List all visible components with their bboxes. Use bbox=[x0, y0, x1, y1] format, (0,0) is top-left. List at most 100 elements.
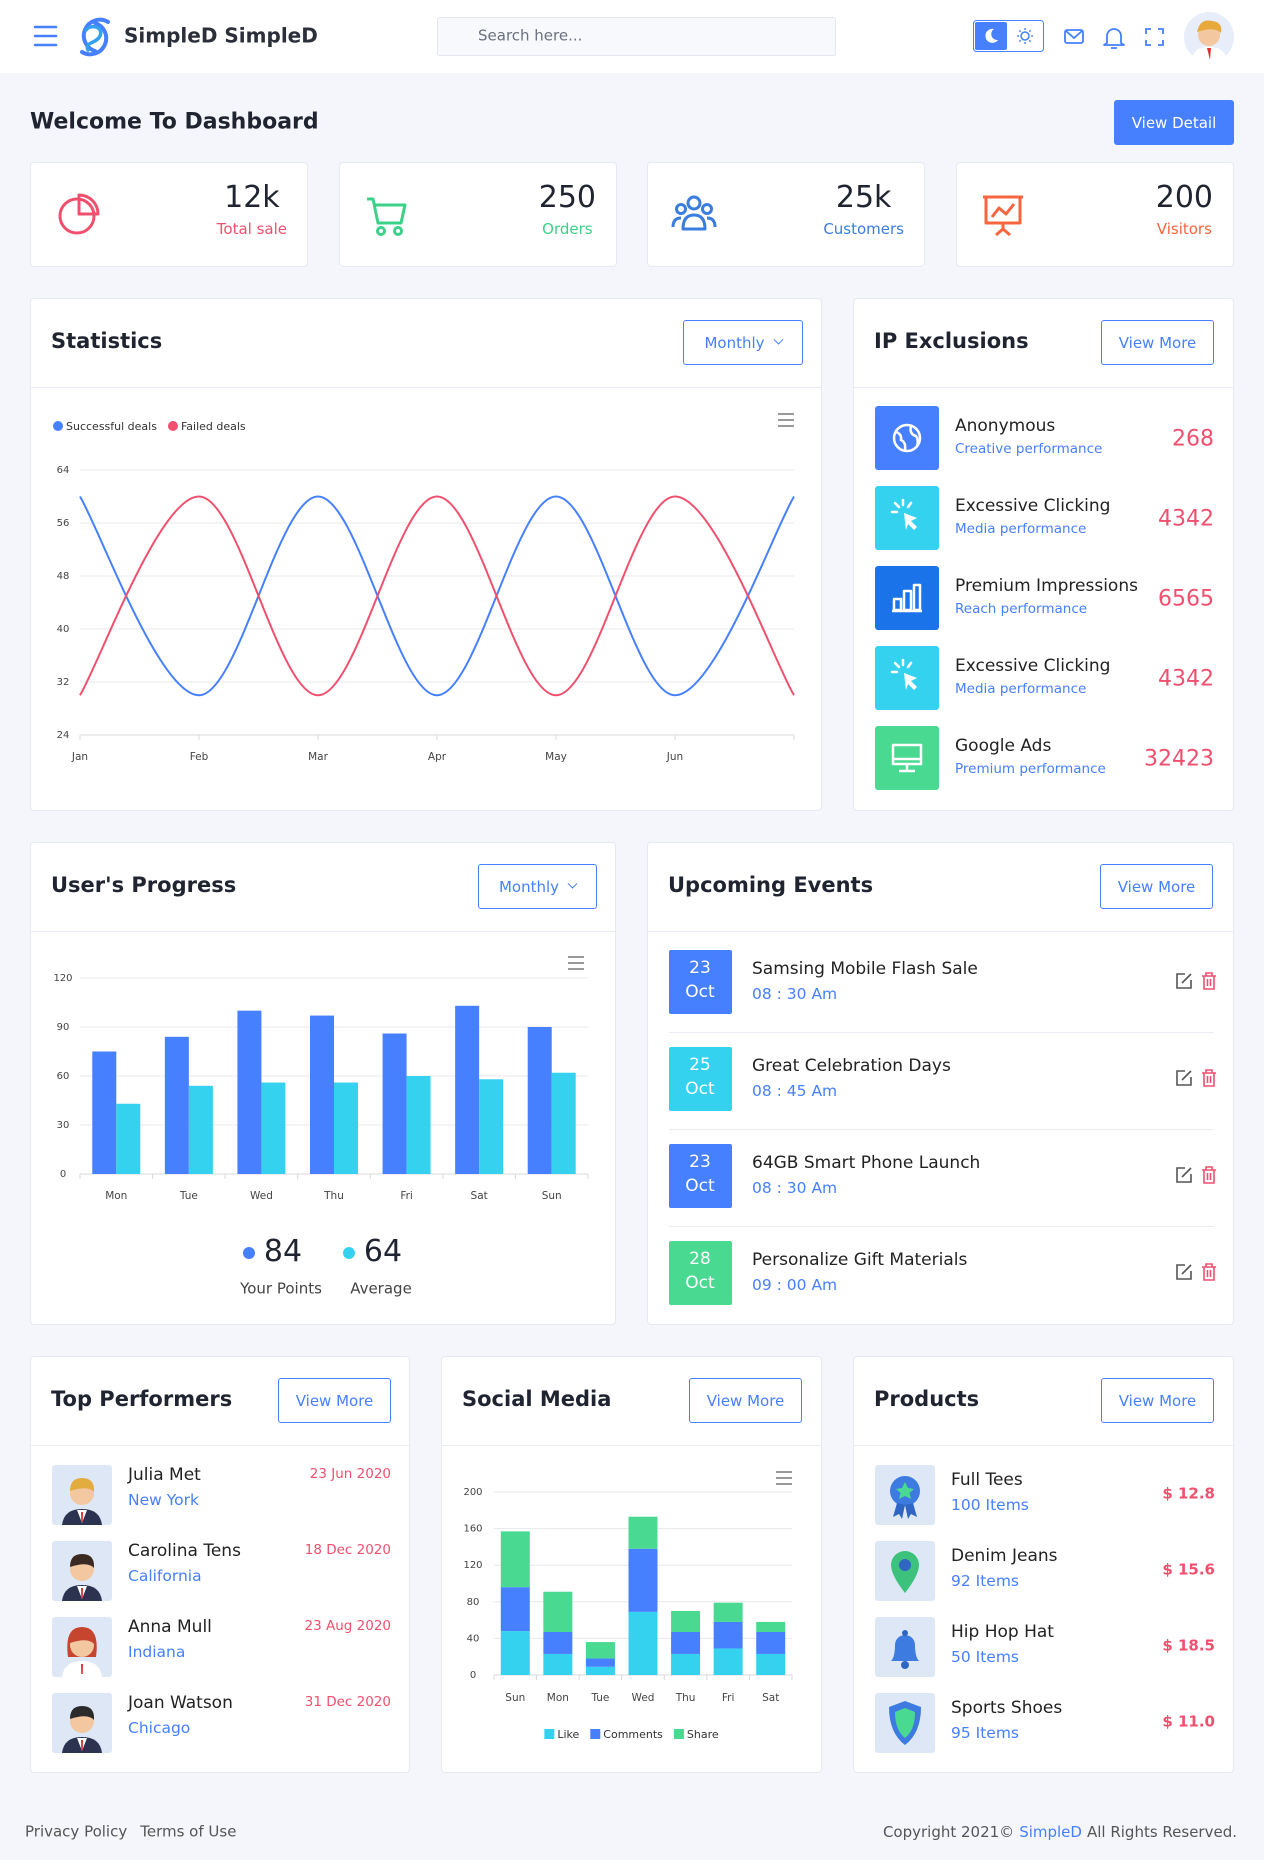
bar-segment bbox=[713, 1602, 743, 1622]
x-tick-label: Wed bbox=[250, 1190, 273, 1202]
edit-icon[interactable] bbox=[1175, 1166, 1193, 1184]
fullscreen-icon bbox=[1145, 28, 1164, 46]
edit-icon[interactable] bbox=[1175, 972, 1193, 990]
button-label: Monthly bbox=[704, 333, 765, 352]
x-tick-label: Mon bbox=[547, 1692, 569, 1704]
bar-segment bbox=[500, 1631, 530, 1675]
product-price: $ 18.5 bbox=[1162, 1636, 1215, 1655]
cart-icon bbox=[393, 226, 403, 236]
y-tick-label: 40 bbox=[467, 1633, 480, 1644]
bar-segment bbox=[756, 1631, 786, 1654]
click-icon bbox=[890, 498, 913, 514]
divider bbox=[31, 1445, 409, 1446]
button[interactable]: Monthly bbox=[478, 864, 597, 909]
badge-icon bbox=[893, 1503, 917, 1519]
bar bbox=[310, 1015, 334, 1174]
summary-dot bbox=[243, 1247, 255, 1259]
stat-card: 12k Total sale bbox=[30, 162, 308, 267]
date-box bbox=[669, 1241, 732, 1305]
divider bbox=[31, 931, 615, 932]
delete-icon[interactable] bbox=[1201, 1166, 1217, 1184]
event-time: 08 : 45 Am bbox=[752, 1082, 838, 1101]
button[interactable]: View More bbox=[278, 1378, 391, 1423]
legend-marker bbox=[53, 421, 63, 431]
button-label: View More bbox=[1118, 1391, 1197, 1410]
summary-value: 64 bbox=[363, 1233, 403, 1269]
ip-title: Anonymous bbox=[955, 416, 1056, 437]
performer-date: 23 Aug 2020 bbox=[304, 1618, 391, 1635]
people-icon bbox=[671, 213, 717, 231]
copyright-part: All Rights Reserved. bbox=[1086, 1823, 1237, 1841]
bars-icon bbox=[892, 583, 922, 613]
date-box bbox=[669, 950, 732, 1014]
bar bbox=[116, 1103, 141, 1174]
product-price: $ 12.8 bbox=[1162, 1484, 1215, 1503]
bar-segment bbox=[585, 1642, 615, 1659]
product-name: Sports Shoes bbox=[951, 1698, 1063, 1719]
footer: Privacy Policy Terms of Use Copyright 2021… bbox=[0, 1803, 1264, 1860]
panel-title: IP Exclusions bbox=[874, 328, 1029, 353]
button[interactable]: View Detail bbox=[1114, 100, 1234, 145]
bar bbox=[527, 1027, 552, 1174]
panel-title: Social Media bbox=[462, 1386, 612, 1411]
product-name: Denim Jeans bbox=[951, 1546, 1058, 1567]
y-tick-label: 80 bbox=[467, 1597, 480, 1608]
performer-date: 23 Jun 2020 bbox=[309, 1466, 391, 1483]
ip-icon bbox=[875, 566, 939, 630]
stat-card: 25k Customers bbox=[647, 162, 925, 267]
globe-icon bbox=[892, 423, 922, 453]
ip-icon bbox=[875, 486, 939, 550]
bar-segment bbox=[543, 1631, 573, 1654]
button[interactable]: View More bbox=[689, 1378, 802, 1423]
y-tick-label: 120 bbox=[53, 973, 72, 984]
product-items: 100 Items bbox=[951, 1496, 1029, 1515]
ip-value: 4342 bbox=[1158, 666, 1214, 692]
edit-icon[interactable] bbox=[1175, 1263, 1193, 1281]
x-tick-label: Sun bbox=[505, 1692, 525, 1704]
event-day: 25 bbox=[689, 1055, 711, 1076]
search-box[interactable] bbox=[437, 17, 836, 56]
legend-label: Failed deals bbox=[181, 420, 246, 433]
cart-icon bbox=[367, 197, 407, 225]
footer-link[interactable]: Privacy Policy bbox=[25, 1822, 128, 1841]
x-tick-label: Mon bbox=[105, 1190, 127, 1202]
x-tick-label: Tue bbox=[179, 1190, 198, 1202]
cart-icon bbox=[376, 226, 386, 236]
button[interactable]: Monthly bbox=[683, 320, 803, 365]
performer-location: Chicago bbox=[128, 1719, 191, 1738]
button[interactable]: View More bbox=[1101, 320, 1214, 365]
event-month: Oct bbox=[685, 1273, 715, 1294]
legend-label: Share bbox=[687, 1728, 719, 1741]
ip-subtitle: Reach performance bbox=[955, 601, 1088, 618]
user-avatar bbox=[1207, 48, 1211, 60]
pin-icon bbox=[891, 1551, 919, 1593]
logo bbox=[84, 24, 103, 52]
button-label: Monthly bbox=[498, 877, 560, 896]
date-box bbox=[669, 1144, 732, 1208]
footer-link[interactable]: Terms of Use bbox=[140, 1822, 237, 1841]
y-tick-label: 0 bbox=[60, 1169, 66, 1180]
performer-date: 31 Dec 2020 bbox=[304, 1694, 391, 1711]
delete-icon[interactable] bbox=[1201, 1069, 1217, 1087]
bar bbox=[551, 1072, 576, 1174]
ip-subtitle: Premium performance bbox=[955, 761, 1106, 778]
stat-value: 12k bbox=[224, 180, 280, 215]
delete-icon[interactable] bbox=[1201, 972, 1217, 990]
legend-label: Successful deals bbox=[66, 420, 157, 433]
delete-icon[interactable] bbox=[1201, 1263, 1217, 1281]
avatar-hair bbox=[70, 1554, 95, 1568]
edit-icon[interactable] bbox=[1175, 1069, 1193, 1087]
people-icon bbox=[686, 195, 702, 211]
button[interactable]: View More bbox=[1101, 1378, 1214, 1423]
bar bbox=[92, 1051, 117, 1174]
product-items: 50 Items bbox=[951, 1648, 1020, 1667]
bar-segment bbox=[500, 1587, 530, 1632]
event-time: 08 : 30 Am bbox=[752, 985, 838, 1004]
stat-value: 25k bbox=[835, 180, 892, 215]
button[interactable]: View More bbox=[1100, 864, 1213, 909]
bar bbox=[261, 1082, 286, 1174]
event-day: 28 bbox=[689, 1249, 711, 1270]
avatar-hair bbox=[70, 1478, 95, 1492]
performer-name: Joan Watson bbox=[128, 1693, 233, 1714]
